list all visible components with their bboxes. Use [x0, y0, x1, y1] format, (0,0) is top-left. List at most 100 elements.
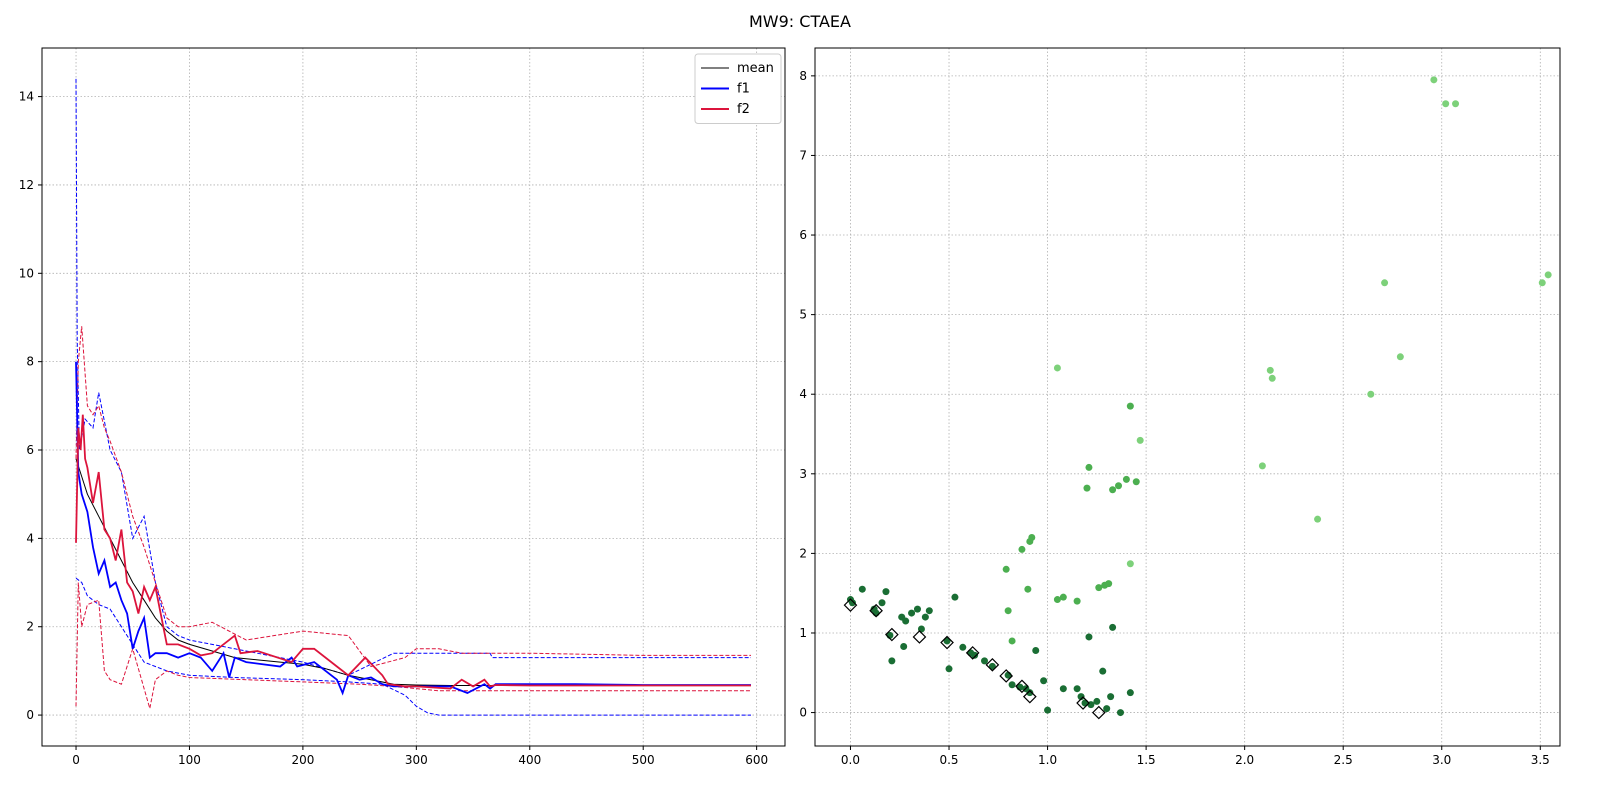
scatter-point	[1105, 580, 1113, 588]
scatter-point	[1093, 697, 1101, 705]
scatter-point	[913, 605, 921, 613]
scatter-point	[908, 609, 916, 617]
scatter-point	[902, 617, 910, 625]
y-tick-label: 12	[19, 178, 34, 192]
scatter-point	[1004, 607, 1012, 615]
scatter-point	[1430, 76, 1438, 84]
scatter-point	[1107, 693, 1115, 701]
scatter-point	[1008, 637, 1016, 645]
pareto-diamond-marker	[885, 627, 899, 642]
scatter-point	[951, 593, 959, 601]
y-tick-label: 4	[26, 531, 34, 545]
scatter-point	[959, 643, 967, 651]
scatter-point	[1314, 515, 1322, 523]
scatter-point	[1018, 545, 1026, 553]
scatter-point	[1367, 390, 1375, 398]
x-tick-label: 400	[518, 753, 541, 767]
x-tick-label: 100	[178, 753, 201, 767]
legend-frame	[694, 53, 782, 124]
scatter-point	[1053, 596, 1061, 604]
scatter-point	[1073, 597, 1081, 605]
x-tick-label: 2.5	[1334, 753, 1353, 767]
scatter-point	[1126, 560, 1134, 568]
pareto-diamond-marker	[1091, 705, 1106, 720]
scatter-point	[988, 662, 996, 670]
scatter-point	[1109, 623, 1117, 631]
pareto-diamond-marker	[1015, 679, 1029, 694]
x-tick-label: 1.0	[1038, 753, 1057, 767]
y-tick-label: 6	[26, 443, 34, 457]
legend: mean f1 f2	[694, 53, 782, 124]
f1-series-line	[75, 361, 751, 696]
pareto-diamond-marker	[965, 646, 980, 660]
scatter-point	[1008, 681, 1016, 689]
scatter-point	[1136, 436, 1144, 444]
scatter-point	[888, 657, 896, 665]
subplot-2: 0.0 0.5 1.0 1.5 2.0 2.5 3.0 3.5 0 1 2 3 4 5 6 7 8	[799, 47, 1561, 767]
pareto-diamond-marker	[999, 669, 1014, 683]
scatter-point	[1083, 484, 1091, 492]
pareto-diamond-marker	[843, 598, 858, 612]
scatter-point	[1059, 593, 1067, 601]
mean-series-line	[75, 458, 751, 686]
scatter-point	[1132, 478, 1140, 486]
x-tick-label: 2.0	[1235, 753, 1254, 767]
band-series-line	[75, 582, 751, 709]
axes-frame	[814, 47, 1561, 747]
pareto-diamond-marker	[869, 603, 883, 618]
legend-label-f2: f2	[737, 102, 750, 117]
scatter-point	[945, 665, 953, 673]
scatter-point	[1109, 486, 1117, 494]
scatter-point	[1081, 699, 1089, 707]
scatter-point	[1002, 565, 1010, 573]
scatter-point	[1115, 482, 1123, 490]
x-tick-label: 0.5	[939, 753, 958, 767]
y-tick-label: 4	[799, 387, 807, 401]
scatter-point	[1028, 533, 1036, 541]
band-series-line	[75, 78, 751, 676]
scatter-point	[1032, 646, 1040, 654]
scatter-point	[1095, 584, 1103, 592]
scatter-point	[980, 657, 988, 665]
scatter-point	[1268, 374, 1276, 382]
plot-area	[75, 78, 751, 716]
scatter-point	[1538, 279, 1546, 287]
scatter-point	[1544, 271, 1552, 279]
scatter-point	[1085, 463, 1093, 471]
y-tick-label: 10	[19, 266, 34, 280]
scatter-point	[1122, 475, 1130, 483]
scatter-point	[1116, 709, 1124, 717]
y-tick-label: 5	[799, 308, 807, 322]
y-tick-label: 8	[799, 69, 807, 83]
plot-area	[843, 76, 1552, 720]
y-tick-label: 6	[799, 228, 807, 242]
scatter-point	[1044, 706, 1052, 714]
pareto-diamond-marker	[1076, 696, 1090, 710]
y-tick-label: 8	[26, 355, 34, 369]
x-tick-label: 600	[745, 753, 768, 767]
scatter-point	[872, 609, 880, 617]
y-tick-label: 0	[799, 706, 807, 720]
scatter-point	[878, 599, 886, 607]
x-tick-label: 300	[405, 753, 428, 767]
y-tick-label: 1	[799, 626, 807, 640]
legend-label-f1: f1	[737, 82, 750, 97]
y-tick-label: 2	[799, 546, 807, 560]
scatter-point	[921, 613, 929, 621]
scatter-point	[1053, 364, 1061, 372]
x-tick-label: 3.0	[1432, 753, 1451, 767]
pareto-diamond-marker	[912, 630, 927, 644]
scatter-point	[1103, 705, 1111, 713]
scatter-point	[848, 599, 856, 607]
scatter-point	[1452, 100, 1460, 108]
scatter-point	[971, 651, 979, 659]
x-tick-label: 200	[291, 753, 314, 767]
scatter-point	[1026, 689, 1034, 697]
x-tick-label: 0	[72, 753, 80, 767]
x-tick-label: 0.0	[841, 753, 860, 767]
scatter-point	[1396, 353, 1404, 361]
scatter-point	[858, 585, 866, 593]
pareto-diamond-marker	[1022, 689, 1037, 704]
x-tick-label: 1.5	[1137, 753, 1156, 767]
